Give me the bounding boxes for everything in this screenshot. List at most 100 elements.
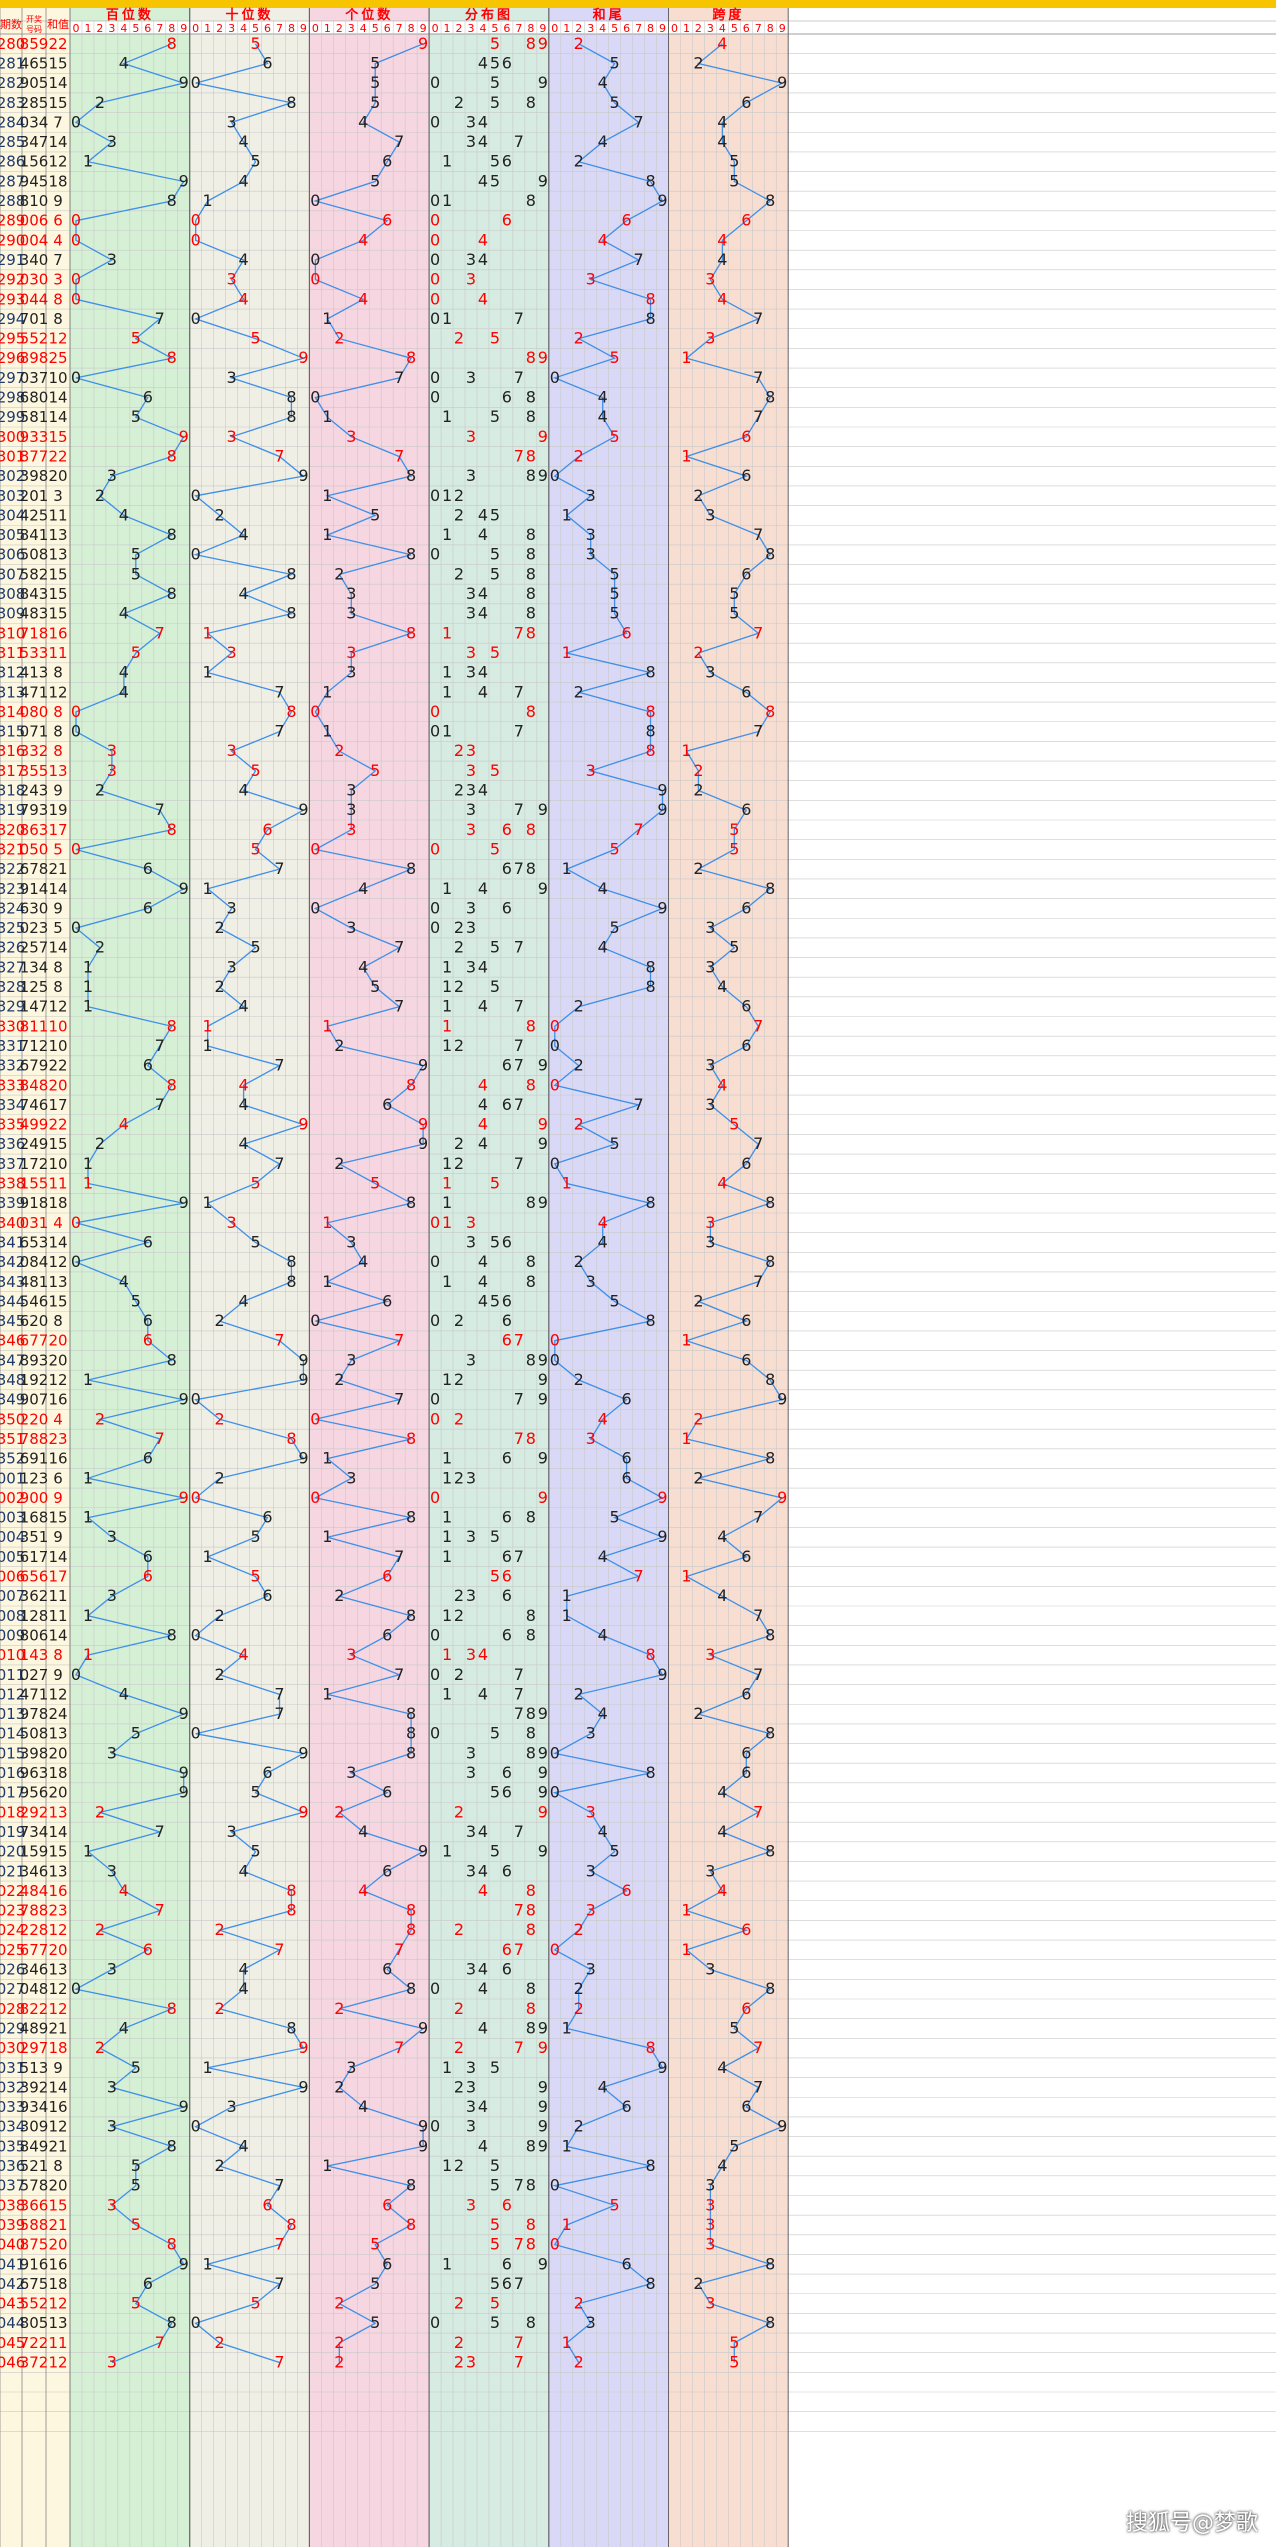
issue-cell: 345 [0,1312,25,1330]
digit-header: 7 [755,22,762,35]
digit-mark: 9 [657,1527,667,1546]
issue-cell: 314 [0,703,25,721]
dist-mark: 3 [466,1822,476,1841]
dist-mark: 3 [466,2058,476,2077]
digit-mark: 2 [334,741,344,760]
number-cell: 257 [20,939,49,957]
digit-mark: 6 [741,1763,751,1782]
digit-mark: 3 [107,2117,117,2136]
dist-mark: 0 [430,191,440,210]
number-cell: 914 [20,880,49,898]
number-cell: 285 [20,94,49,112]
digit-mark: 5 [250,2294,260,2313]
digit-mark: 9 [657,2058,667,2077]
digit-mark: 4 [598,1232,608,1251]
digit-mark: 5 [250,761,260,780]
sum-cell: 18 [48,2039,67,2057]
digit-mark: 8 [167,584,177,603]
digit-mark: 4 [717,112,727,131]
dist-mark: 4 [478,1684,488,1703]
digit-mark: 4 [238,1075,248,1094]
sum-cell: 13 [48,1961,67,1979]
digit-header: 1 [204,22,211,35]
digit-mark: 3 [346,781,356,800]
dist-mark: 8 [526,2235,536,2254]
digit-mark: 2 [215,1665,225,1684]
sum-cell: 9 [53,782,63,800]
section-title: 和尾 [593,7,625,23]
digit-mark: 0 [550,2235,560,2254]
digit-mark: 2 [693,1291,703,1310]
digit-header: 6 [743,22,750,35]
digit-mark: 2 [693,1409,703,1428]
sum-cell: 22 [48,35,67,53]
digit-mark: 1 [203,1193,213,1212]
number-cell: 340 [20,251,49,269]
dist-mark: 1 [442,486,452,505]
digit-mark: 5 [250,1842,260,1861]
digit-mark: 8 [406,1920,416,1939]
dist-mark: 5 [490,34,500,53]
digit-mark: 1 [322,1213,332,1232]
dist-mark: 8 [526,93,536,112]
digit-mark: 8 [167,1350,177,1369]
digit-mark: 6 [741,427,751,446]
issue-cell: 317 [0,762,25,780]
digit-mark: 6 [622,1881,632,1900]
digit-mark: 5 [610,1842,620,1861]
sum-cell: 14 [48,74,67,92]
dist-mark: 4 [478,2097,488,2116]
dist-mark: 2 [454,977,464,996]
digit-mark: 3 [107,1743,117,1762]
digit-mark: 1 [681,1940,691,1959]
digit-mark: 6 [622,1449,632,1468]
digit-mark: 8 [167,446,177,465]
dist-mark: 9 [538,1134,548,1153]
digit-header: 1 [324,22,331,35]
dist-mark: 9 [538,348,548,367]
issue-cell: 315 [0,723,25,741]
digit-header: 0 [671,22,678,35]
dist-mark: 0 [430,211,440,230]
digit-mark: 3 [705,1095,715,1114]
digit-mark: 7 [155,1901,165,1920]
number-cell: 630 [20,899,49,917]
dist-mark: 9 [538,1115,548,1134]
sum-cell: 13 [48,1725,67,1743]
digit-mark: 4 [238,171,248,190]
digit-mark: 7 [274,1056,284,1075]
issue-cell: 346 [0,1332,25,1350]
dist-mark: 2 [454,2038,464,2057]
dist-mark: 2 [454,93,464,112]
digit-header: 9 [420,22,427,35]
digit-mark: 8 [645,2274,655,2293]
dist-mark: 7 [514,309,524,328]
dist-mark: 1 [442,2254,452,2273]
digit-mark: 8 [765,879,775,898]
digit-mark: 3 [227,1213,237,1232]
number-cell: 172 [20,1155,49,1173]
digit-mark: 8 [406,2176,416,2195]
digit-mark: 8 [406,1606,416,1625]
digit-mark: 2 [95,938,105,957]
digit-mark: 8 [167,1999,177,2018]
digit-mark: 4 [717,132,727,151]
sum-cell: 22 [48,1057,67,1075]
digit-mark: 3 [227,957,237,976]
dist-mark: 1 [442,1174,452,1193]
digit-mark: 5 [250,152,260,171]
dist-mark: 0 [430,1311,440,1330]
dist-mark: 3 [466,800,476,819]
digit-mark: 1 [83,1645,93,1664]
digit-mark: 8 [286,2215,296,2234]
dist-mark: 5 [490,1291,500,1310]
dist-mark: 4 [478,1075,488,1094]
digit-mark: 8 [406,1075,416,1094]
digit-mark: 4 [717,250,727,269]
issue-cell: 040 [0,2236,25,2254]
sum-cell: 15 [48,1509,67,1527]
dist-mark: 2 [454,1134,464,1153]
dist-mark: 3 [466,1468,476,1487]
dist-mark: 7 [514,1036,524,1055]
digit-mark: 0 [310,250,320,269]
